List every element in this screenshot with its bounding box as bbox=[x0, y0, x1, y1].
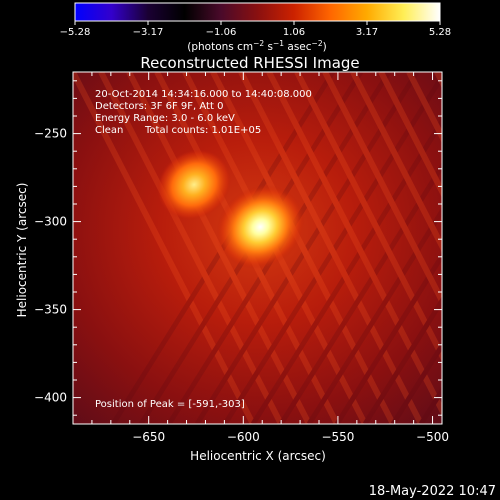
texture-ripple bbox=[250, 116, 442, 424]
colorbar-unit-label: (photons cm−2 s−1 asec−2) bbox=[187, 39, 326, 53]
texture-ripple bbox=[210, 72, 396, 424]
y-tick-label: −400 bbox=[34, 391, 67, 405]
texture-ripple bbox=[477, 72, 500, 424]
texture-ripple bbox=[73, 72, 256, 424]
unit-mid2: asec bbox=[284, 41, 312, 53]
texture-ripple bbox=[294, 72, 442, 363]
unit-exp2: −1 bbox=[273, 39, 284, 48]
texture-ripple bbox=[390, 340, 442, 424]
texture-ripple bbox=[434, 72, 442, 89]
colorbar-ticks: −5.28 −3.17 −1.06 1.06 3.17 5.28 bbox=[60, 21, 451, 38]
y-tick-label: −350 bbox=[34, 303, 67, 317]
annotation-counts: Total counts: 1.01E+05 bbox=[144, 125, 261, 136]
annotation-time: 20-Oct-2014 14:34:16.000 to 14:40:08.000 bbox=[95, 89, 312, 100]
annotation-peak: Position of Peak = [-591,-303] bbox=[95, 399, 245, 410]
colorbar-tick-label: 5.28 bbox=[429, 27, 451, 38]
x-tick-label: −650 bbox=[132, 430, 165, 444]
unit-mid: s bbox=[264, 41, 273, 53]
texture-ripple bbox=[334, 251, 442, 424]
texture-ripple bbox=[194, 72, 420, 424]
unit-exp1: −2 bbox=[253, 39, 264, 48]
texture-ripple bbox=[350, 72, 442, 253]
x-tick-label: −550 bbox=[321, 430, 354, 444]
colorbar-tick-label: 3.17 bbox=[356, 27, 378, 38]
y-axis-label: Heliocentric Y (arcsec) bbox=[15, 183, 29, 318]
unit-prefix: (photons cm bbox=[187, 41, 253, 53]
y-tick-label: −250 bbox=[34, 127, 67, 141]
colorbar-tick-label: −5.28 bbox=[60, 27, 91, 38]
unit-suffix: ) bbox=[323, 41, 327, 53]
texture-ripple bbox=[278, 161, 442, 424]
x-tick-label: −500 bbox=[416, 430, 449, 444]
texture-ripple bbox=[362, 296, 442, 424]
texture-ripple bbox=[126, 72, 312, 424]
texture-ripple bbox=[238, 72, 424, 424]
annotation-detectors: Detectors: 3F 6F 9F, Att 0 bbox=[95, 101, 223, 112]
y-tick-label: −300 bbox=[34, 215, 67, 229]
texture-ripple bbox=[449, 72, 500, 424]
texture-ripple bbox=[222, 72, 442, 424]
sources bbox=[157, 149, 305, 269]
heatmap-image bbox=[73, 72, 500, 424]
colorbar-tick-label: 1.06 bbox=[283, 27, 305, 38]
x-axis-label: Heliocentric X (arcsec) bbox=[190, 449, 326, 463]
plot-axes: −650 −600 −550 −500 −250 −300 −350 −400 bbox=[34, 71, 449, 444]
texture-ripple bbox=[378, 72, 442, 198]
texture-ripple bbox=[306, 206, 442, 424]
source-2 bbox=[157, 149, 231, 220]
colorbar-tick-label: −3.17 bbox=[133, 27, 164, 38]
x-tick-label: −600 bbox=[227, 430, 260, 444]
plot-frame bbox=[72, 71, 443, 425]
unit-exp3: −2 bbox=[312, 39, 323, 48]
texture-ripple bbox=[266, 72, 442, 417]
colorbar-tick-label: −1.06 bbox=[206, 27, 237, 38]
annotation-energy: Energy Range: 3.0 - 6.0 keV bbox=[95, 113, 235, 124]
annotation-method: Clean bbox=[95, 125, 123, 136]
chart-title: Reconstructed RHESSI Image bbox=[140, 54, 359, 72]
texture-ripple bbox=[406, 72, 442, 144]
source-1 bbox=[216, 184, 305, 269]
texture-ripple bbox=[322, 72, 442, 308]
colorbar bbox=[74, 2, 441, 22]
texture-ripple bbox=[98, 72, 284, 424]
footer-date: 18-May-2022 10:47 bbox=[369, 484, 496, 499]
